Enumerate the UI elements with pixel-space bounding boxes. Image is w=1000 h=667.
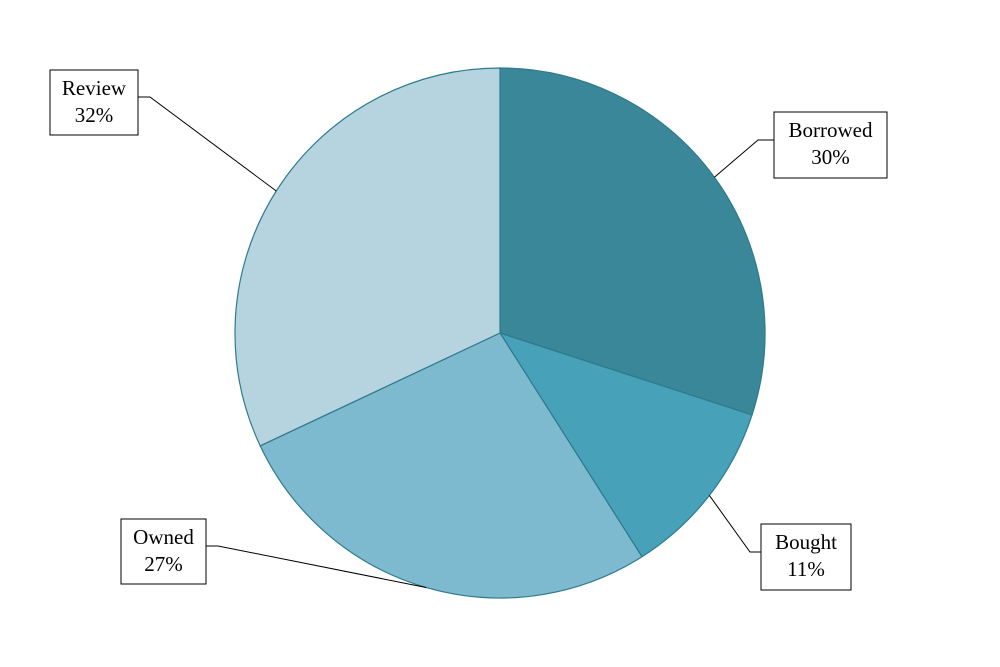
value-label: 27%: [144, 552, 183, 576]
slice-label: Owned: [133, 525, 194, 549]
pie-slice: [498, 331, 753, 558]
leader-line: [714, 139, 774, 178]
leader-line: [206, 545, 427, 588]
slice-label: Bought: [775, 530, 837, 554]
value-label: 11%: [787, 557, 825, 581]
label-box: [773, 111, 888, 179]
leader-line: [138, 96, 277, 192]
value-label: 30%: [811, 145, 850, 169]
pie-slice: [499, 67, 766, 416]
slice-label: Borrowed: [789, 118, 873, 142]
label-box: [760, 523, 852, 591]
label-box: [120, 518, 207, 585]
slice-label: Review: [62, 76, 127, 100]
value-label: 32%: [75, 103, 114, 127]
label-box: [49, 69, 139, 136]
pie-slice: [259, 332, 643, 599]
leader-line: [708, 495, 761, 553]
